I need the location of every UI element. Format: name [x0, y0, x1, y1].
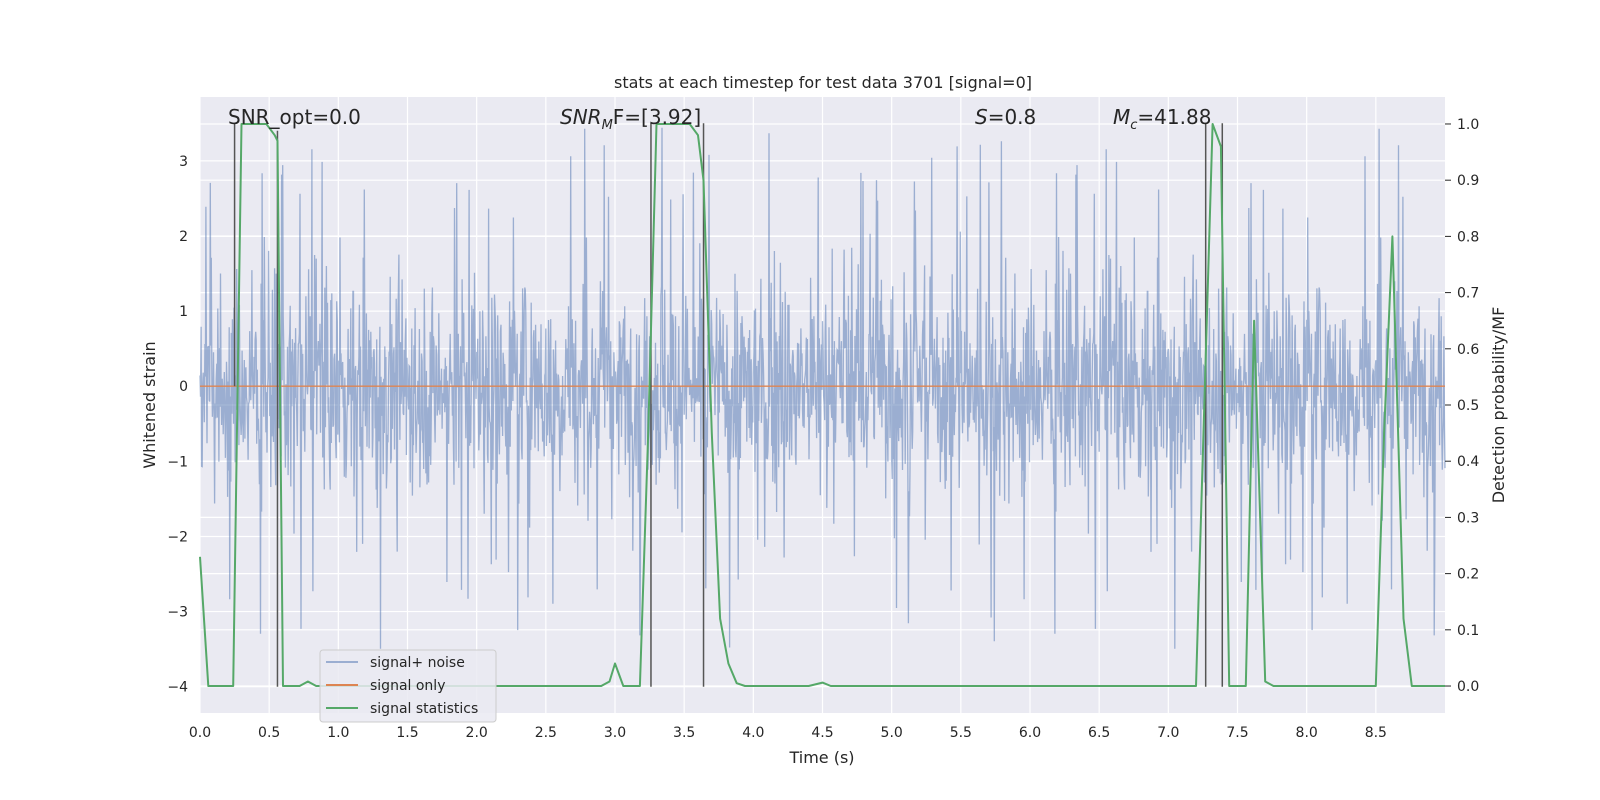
annotation-s: S=0.8 [975, 105, 1036, 129]
x-tick-label: 2.5 [535, 725, 557, 741]
chart-title: stats at each timestep for test data 370… [614, 73, 1032, 92]
y-tick-label: 0 [179, 379, 188, 395]
x-tick-label: 4.5 [811, 725, 833, 741]
x-tick-label: 4.0 [742, 725, 764, 741]
annotation-snr-opt: SNR_opt=0.0 [228, 105, 361, 129]
x-tick-label: 7.0 [1157, 725, 1179, 741]
x-tick-label: 1.0 [327, 725, 349, 741]
x-tick-label: 0.5 [258, 725, 280, 741]
x-axis-ticks: 0.0 0.5 1.0 1.5 2.0 2.5 3.0 3.5 4.0 4.5 5.0 5.5 6.0 6… [189, 725, 1387, 741]
x-tick-label: 6.5 [1088, 725, 1110, 741]
grid-lines [199, 97, 1445, 713]
x-tick-label: 5.5 [950, 725, 972, 741]
legend-label-noise: signal+ noise [370, 655, 465, 671]
y2-axis-label: Detection probability/MF [1489, 307, 1508, 504]
noise-series [199, 127, 1446, 649]
y-axis-ticks: −4 −3 −2 −1 0 1 2 3 [167, 154, 188, 696]
legend: signal+ noise signal only signal statist… [319, 649, 497, 723]
x-tick-label: 5.0 [881, 725, 903, 741]
y2-tick-label: 0.1 [1457, 623, 1479, 639]
snr-mf-rest: F=[3.92] [613, 105, 701, 129]
stats-series [199, 123, 1445, 687]
y-tick-label: −1 [167, 454, 188, 470]
s-italic: S [975, 105, 988, 129]
noise-line [199, 127, 1446, 649]
y2-tick-label: 0.6 [1457, 342, 1479, 358]
y-axis-label: Whitened strain [140, 341, 159, 468]
s-rest: =0.8 [988, 105, 1037, 129]
stats-line [199, 123, 1445, 687]
x-tick-label: 7.5 [1226, 725, 1248, 741]
y2-tick-label: 0.7 [1457, 286, 1479, 302]
x-tick-label: 8.0 [1296, 725, 1318, 741]
x-tick-label: 3.5 [673, 725, 695, 741]
y2-tick-label: 1.0 [1457, 117, 1479, 133]
legend-label-signal: signal only [370, 678, 445, 694]
snr-mf-base: SNR [560, 105, 602, 129]
x-axis-label: Time (s) [788, 748, 854, 767]
y2-tick-label: 0.8 [1457, 229, 1479, 245]
y-tick-label: −3 [167, 605, 188, 621]
y-tick-label: 1 [179, 304, 188, 320]
x-tick-label: 1.5 [396, 725, 418, 741]
y2-axis-ticks: 0.0 0.1 0.2 0.3 0.4 0.5 0.6 0.7 0.8 0.9 1.0 [1445, 117, 1479, 695]
y2-tick-label: 0.5 [1457, 398, 1479, 414]
y-tick-label: 2 [179, 229, 188, 245]
snr-mf-sub: M [602, 118, 613, 133]
x-tick-label: 8.5 [1365, 725, 1387, 741]
y-tick-label: −4 [167, 680, 188, 696]
y-tick-label: 3 [179, 154, 188, 170]
y-tick-label: −2 [167, 529, 188, 545]
annotation-mc: Mc=41.88 [1113, 105, 1211, 133]
x-tick-label: 2.0 [466, 725, 488, 741]
y2-tick-label: 0.4 [1457, 454, 1479, 470]
y2-tick-label: 0.0 [1457, 679, 1479, 695]
y2-tick-label: 0.2 [1457, 567, 1479, 583]
legend-box [319, 649, 497, 723]
x-tick-label: 3.0 [604, 725, 626, 741]
annotation-snr-mf: SNRMF=[3.92] [560, 105, 701, 133]
y2-tick-label: 0.9 [1457, 173, 1479, 189]
x-tick-label: 0.0 [189, 725, 211, 741]
y2-tick-label: 0.3 [1457, 510, 1479, 526]
x-tick-label: 6.0 [1019, 725, 1041, 741]
mc-sub: c [1130, 118, 1137, 133]
mc-rest: =41.88 [1137, 105, 1211, 129]
mc-base: M [1113, 105, 1130, 129]
legend-label-stats: signal statistics [370, 701, 478, 717]
